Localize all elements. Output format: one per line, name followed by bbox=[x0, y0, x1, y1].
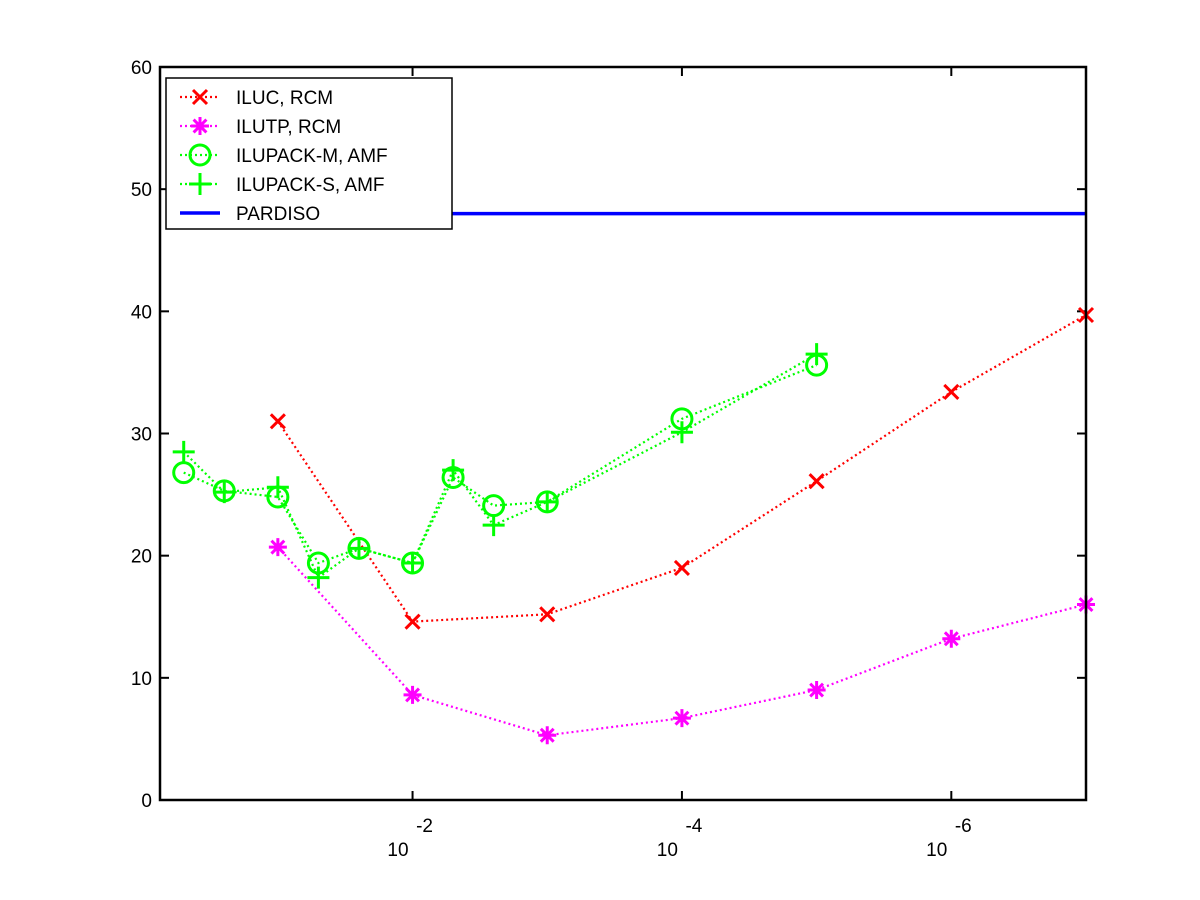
legend-item: PARDISO bbox=[180, 204, 320, 225]
plot-frame bbox=[158, 65, 1088, 802]
y-tick-label: 0 bbox=[141, 791, 152, 812]
asterisk-marker bbox=[191, 117, 209, 135]
plus-marker bbox=[536, 490, 559, 513]
x-tick-label-base: 10 bbox=[387, 840, 408, 861]
plus-marker bbox=[805, 343, 828, 366]
x-tick-label-base: 10 bbox=[926, 840, 947, 861]
asterisk-marker bbox=[942, 629, 961, 648]
plus-marker bbox=[266, 476, 289, 499]
legend-item: ILUC, RCM bbox=[180, 88, 333, 109]
x-tick-label-base: 10 bbox=[657, 840, 678, 861]
x-marker bbox=[269, 413, 286, 430]
y-tick-label: 50 bbox=[131, 180, 152, 201]
legend-box bbox=[165, 77, 453, 230]
asterisk-marker bbox=[807, 681, 826, 700]
x-tick-label-exponent: -4 bbox=[685, 816, 702, 837]
plus-marker bbox=[347, 537, 370, 560]
series-3 bbox=[172, 343, 828, 589]
legend-label: ILUC, RCM bbox=[236, 88, 333, 109]
plus-marker bbox=[172, 440, 195, 463]
plus-marker bbox=[401, 551, 424, 574]
x-marker bbox=[673, 559, 690, 576]
axis-tick-labels: 0 10 20 30 40 50 60 10 -2 10 -4 10 -6 bbox=[131, 58, 972, 861]
y-tick-label: 10 bbox=[131, 669, 152, 690]
plus-marker bbox=[670, 421, 693, 444]
y-tick-label: 30 bbox=[131, 425, 152, 446]
legend-item: ILUPACK-M, AMF bbox=[180, 143, 388, 167]
x-marker bbox=[943, 383, 960, 401]
legend-label: ILUTP, RCM bbox=[236, 117, 341, 138]
plus-marker bbox=[442, 459, 465, 482]
series-1 bbox=[268, 538, 1095, 745]
x-marker bbox=[191, 88, 209, 106]
series-line bbox=[183, 364, 818, 565]
y-tick-label: 20 bbox=[131, 547, 152, 568]
x-marker bbox=[404, 613, 421, 630]
circle-marker bbox=[188, 143, 212, 167]
x-tick-label-exponent: -2 bbox=[416, 816, 433, 837]
asterisk-marker bbox=[268, 538, 287, 557]
asterisk-marker bbox=[538, 726, 557, 745]
legend-item: ILUTP, RCM bbox=[180, 117, 341, 138]
legend-label: ILUPACK-M, AMF bbox=[236, 146, 388, 167]
y-tick-label: 40 bbox=[131, 302, 152, 323]
legend-label: PARDISO bbox=[236, 204, 320, 225]
legend: ILUC, RCM ILUTP, RCM ILUPACK-M, AMF ILUPACK… bbox=[165, 77, 453, 230]
x-marker bbox=[539, 606, 556, 623]
asterisk-marker bbox=[672, 709, 691, 728]
plus-marker bbox=[482, 514, 505, 537]
legend-label: ILUPACK-S, AMF bbox=[236, 175, 385, 196]
asterisk-marker bbox=[403, 685, 422, 704]
plus-marker bbox=[213, 481, 236, 504]
legend-item: ILUPACK-S, AMF bbox=[180, 173, 385, 196]
x-marker bbox=[808, 473, 825, 490]
series-layer bbox=[172, 211, 1095, 745]
plus-marker bbox=[307, 566, 330, 589]
plus-marker bbox=[189, 173, 211, 195]
y-tick-label: 60 bbox=[131, 58, 152, 79]
series-0 bbox=[269, 306, 1095, 630]
x-tick-label-exponent: -6 bbox=[955, 816, 972, 837]
